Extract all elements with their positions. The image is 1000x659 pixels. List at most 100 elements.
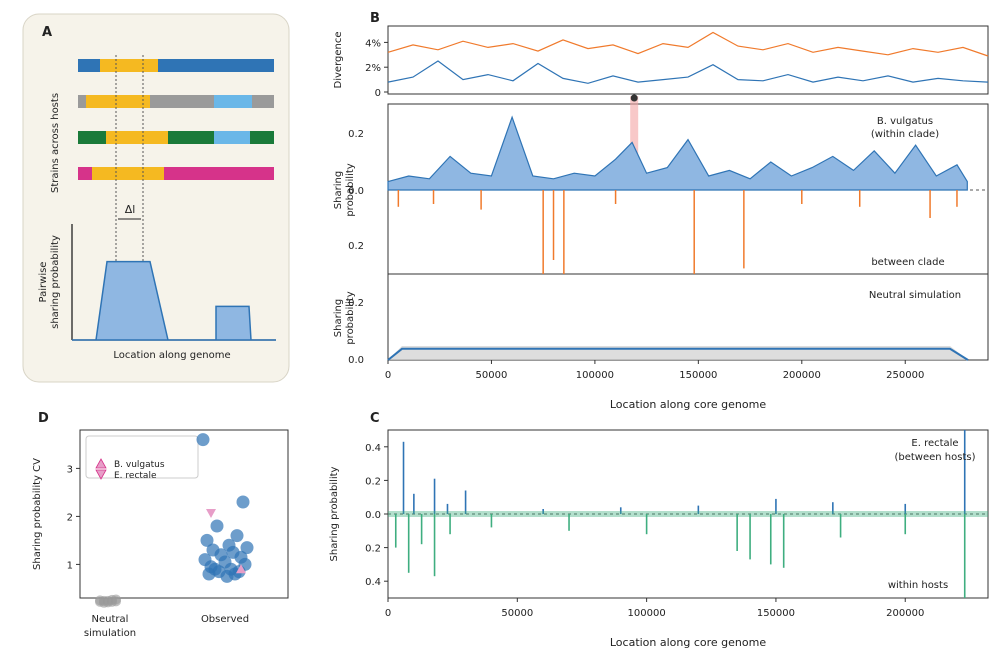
- highlight-window: [630, 96, 639, 190]
- c-ytick-1: 0.2: [365, 476, 381, 487]
- panel-b-letter: B: [370, 11, 380, 26]
- b-xtick-4: 200000: [783, 370, 821, 381]
- strain-3-segment-1: [78, 131, 106, 144]
- observed-point-2: [210, 519, 224, 533]
- b-mid-ytick-lower: 0.2: [348, 241, 364, 252]
- b-xtick-3: 150000: [679, 370, 717, 381]
- d-ytick-0: 1: [67, 560, 73, 571]
- b-bot-ytick-zero: 0.0: [348, 355, 364, 366]
- highlight-marker: [630, 94, 638, 102]
- strain-2-segment-2: [86, 95, 150, 108]
- c-xtick-4: 200000: [886, 608, 924, 619]
- observed-point-6: [240, 541, 254, 555]
- simulation-series: [387, 346, 969, 361]
- c-ytick-4: 0.4: [365, 577, 381, 588]
- observed-point-3: [230, 529, 244, 543]
- d-ytick-2: 3: [67, 464, 73, 475]
- panel-c-ylabel: Sharing probability: [329, 466, 340, 561]
- e-rectale-marker: [206, 509, 216, 518]
- panel-c-baseline-band: [388, 511, 988, 517]
- within-clade-sharing-area: [387, 115, 968, 191]
- c-ytick-3: 0.2: [365, 544, 381, 555]
- strain-2-segment-3: [150, 95, 214, 108]
- between-hosts-label: (between hosts): [894, 452, 975, 463]
- e-rectale-legend-marker: [95, 469, 107, 480]
- observed-point-21: [208, 562, 222, 576]
- c-ytick-0: 0.4: [365, 443, 381, 454]
- strain-2-segment-1: [78, 95, 86, 108]
- strain-1-segment-3: [158, 59, 274, 72]
- simulation-mean-line: [387, 347, 969, 361]
- panel-a-ylabel-1: Pairwise: [38, 262, 49, 303]
- legend-b-vulgatus: B. vulgatus: [114, 460, 165, 470]
- within-clade-divergence-line: [387, 60, 989, 84]
- legend-e-rectale: E. rectale: [114, 471, 157, 481]
- divergence-ticks: 0 2% 4%: [365, 38, 388, 99]
- simulation-ylabel-2: probability: [345, 291, 356, 344]
- sharing-series: [387, 94, 968, 274]
- e-rectale-label: E. rectale: [911, 438, 958, 449]
- panel-a-ylabel-2: sharing probability: [50, 235, 61, 329]
- divergence-ytick-1: 2%: [365, 63, 381, 74]
- panel-d-axes: [79, 429, 289, 599]
- sharing-ylabel-1: Sharing: [333, 171, 344, 209]
- b-bot-ytick-upper: 0.2: [348, 298, 364, 309]
- d-xtick-neutral-2: simulation: [84, 628, 136, 639]
- d-xtick-observed: Observed: [201, 614, 249, 625]
- b-xtick-2: 100000: [576, 370, 614, 381]
- within-hosts-label: within hosts: [888, 580, 948, 591]
- panel-c-y-ticks: 0.4 0.2 0.0 0.2 0.4: [365, 443, 388, 588]
- neutral-simulation-label: Neutral simulation: [869, 290, 961, 301]
- strain-4-segment-3: [164, 167, 274, 180]
- divergence-ytick-0: 0: [375, 88, 381, 99]
- panel-d-y-ticks: 1 2 3: [67, 464, 80, 571]
- c-xtick-3: 150000: [757, 608, 795, 619]
- strain-3-segment-3: [168, 131, 214, 144]
- divergence-ylabel: Divergence: [333, 32, 344, 89]
- divergence-axes: [387, 25, 989, 95]
- c-xtick-1: 50000: [501, 608, 533, 619]
- b-vulgatus-marker: [236, 564, 246, 574]
- strain-3-segment-4: [214, 131, 250, 144]
- between-clade-label: between clade: [871, 257, 944, 268]
- panel-a-xlabel: Location along genome: [113, 350, 230, 361]
- b-mid-ytick-zero: 0.0: [348, 186, 364, 197]
- strain-bars: [78, 59, 274, 180]
- d-ytick-1: 2: [67, 512, 73, 523]
- panel-c-x-ticks: 0 50000 100000 150000 200000: [385, 598, 924, 619]
- delta-label: Δl: [125, 203, 136, 216]
- strain-4-segment-1: [78, 167, 92, 180]
- strain-1-segment-1: [78, 59, 100, 72]
- observed-point-1: [236, 495, 250, 509]
- panel-d-letter: D: [38, 411, 49, 426]
- observed-point-20: [220, 569, 234, 583]
- panel-c-series: [388, 430, 988, 598]
- strain-4-segment-2: [92, 167, 164, 180]
- strain-2-segment-4: [214, 95, 252, 108]
- b-vulgatus-label: B. vulgatus: [877, 116, 933, 127]
- strain-2-segment-5: [252, 95, 274, 108]
- panel-d-points: [95, 433, 254, 608]
- between-clade-divergence-line: [387, 31, 989, 57]
- b-mid-ytick-upper: 0.2: [348, 129, 364, 140]
- neutral-point-9: [111, 594, 121, 605]
- strain-1-segment-2: [100, 59, 158, 72]
- divergence-lines: [387, 31, 989, 84]
- b-xtick-5: 250000: [886, 370, 924, 381]
- within-clade-label: (within clade): [871, 129, 939, 140]
- b-x-ticks: 0 50000 100000 150000 200000 250000: [385, 360, 924, 381]
- d-xtick-neutral-1: Neutral: [92, 614, 129, 625]
- panel-c-xlabel: Location along core genome: [610, 636, 766, 649]
- b-xtick-1: 50000: [476, 370, 508, 381]
- b-vulgatus-legend-marker: [95, 458, 107, 469]
- c-xtick-0: 0: [385, 608, 391, 619]
- observed-point-0: [196, 433, 210, 447]
- panel-c-letter: C: [370, 411, 380, 426]
- strain-3-segment-5: [250, 131, 274, 144]
- strains-label: Strains across hosts: [50, 93, 61, 193]
- panel-d-ylabel: Sharing probability CV: [32, 458, 43, 570]
- c-xtick-2: 100000: [628, 608, 666, 619]
- divergence-ytick-2: 4%: [365, 38, 381, 49]
- c-ytick-2: 0.0: [365, 510, 381, 521]
